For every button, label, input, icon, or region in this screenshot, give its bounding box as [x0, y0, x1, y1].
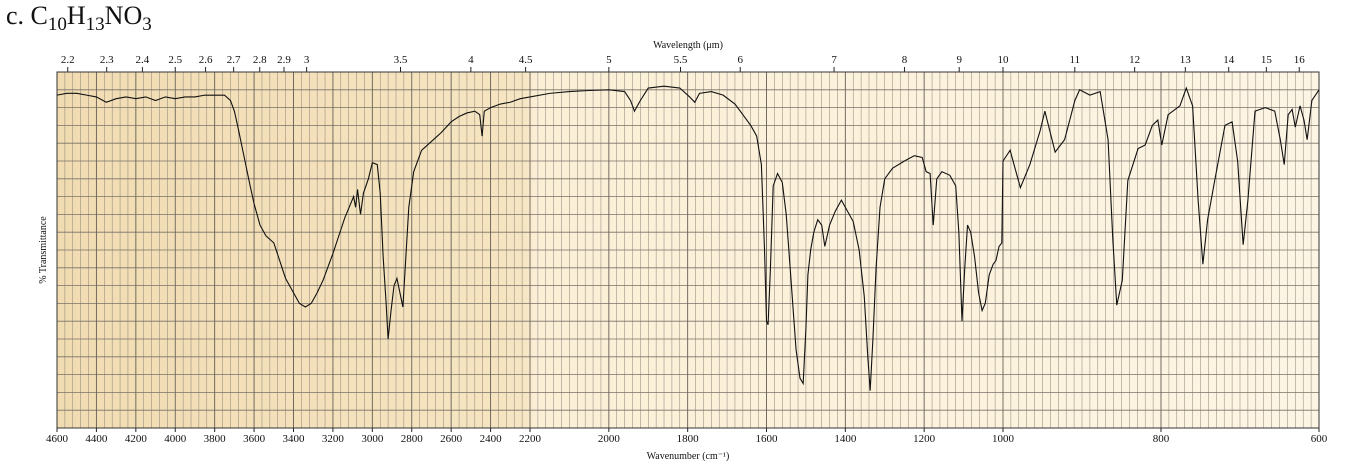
x2-tick-label: 10 [998, 54, 1010, 66]
x-tick-label: 3800 [204, 433, 227, 445]
x-tick-label: 3600 [243, 433, 266, 445]
x2-tick-label: 2.9 [277, 54, 291, 66]
x-tick-label: 2400 [480, 433, 503, 445]
x2-tick-label: 16 [1294, 54, 1306, 66]
x2-tick-label: 12 [1129, 54, 1140, 66]
x2-axis-label: Wavelength (μm) [653, 40, 723, 51]
x2-tick-label: 5 [606, 54, 612, 66]
x-tick-label: 2200 [519, 433, 542, 445]
x-tick-label: 1800 [677, 433, 700, 445]
x2-tick-label: 15 [1261, 54, 1273, 66]
chart-title: c. C10H13NO3 [6, 1, 152, 35]
x2-tick-label: 8 [902, 54, 908, 66]
x-tick-label: 3000 [361, 433, 384, 445]
x-tick-label: 1400 [834, 433, 857, 445]
title-part: 3 [142, 14, 152, 35]
x-tick-label: 2800 [401, 433, 424, 445]
x-tick-label: 3400 [283, 433, 306, 445]
title-part: NO [105, 1, 143, 30]
x2-tick-label: 4 [468, 54, 474, 66]
x-tick-label: 1000 [992, 433, 1015, 445]
x-tick-label: 3200 [322, 433, 345, 445]
x2-tick-label: 6 [737, 54, 743, 66]
x2-tick-label: 5.5 [674, 54, 688, 66]
title-part: H [67, 1, 86, 30]
x-tick-label: 1600 [756, 433, 779, 445]
x2-tick-label: 7 [831, 54, 837, 66]
x-tick-label: 1200 [913, 433, 936, 445]
x2-tick-label: 2.7 [227, 54, 241, 66]
x2-tick-label: 2.5 [168, 54, 182, 66]
x2-tick-label: 4.5 [519, 54, 533, 66]
x-tick-label: 800 [1153, 433, 1170, 445]
x-tick-label: 2600 [440, 433, 463, 445]
title-part: 10 [48, 14, 67, 35]
x2-tick-label: 11 [1070, 54, 1081, 66]
x2-tick-label: 3.5 [394, 54, 408, 66]
spectrum-line [56, 85, 1320, 391]
y-axis-label: % Transmittance [38, 216, 49, 284]
x2-tick-label: 3 [304, 54, 310, 66]
x-tick-label: 4400 [85, 433, 108, 445]
x-tick-label: 4200 [125, 433, 148, 445]
x2-tick-label: 2.2 [61, 54, 75, 66]
x-tick-label: 4600 [46, 433, 69, 445]
title-part: 13 [86, 14, 105, 35]
x-tick-label: 4000 [164, 433, 187, 445]
x-axis-label: Wavenumber (cm⁻¹) [647, 451, 730, 462]
x-tick-label: 2000 [598, 433, 621, 445]
x2-tick-label: 14 [1223, 54, 1235, 66]
x2-tick-label: 2.6 [199, 54, 213, 66]
x2-tick-label: 2.4 [136, 54, 150, 66]
x2-tick-label: 2.3 [100, 54, 114, 66]
x2-tick-label: 9 [956, 54, 962, 66]
x2-tick-label: 2.8 [253, 54, 267, 66]
title-part: c. C [6, 1, 48, 30]
plot-frame [56, 71, 1320, 429]
x2-tick-label: 13 [1180, 54, 1192, 66]
x-tick-label: 600 [1311, 433, 1328, 445]
